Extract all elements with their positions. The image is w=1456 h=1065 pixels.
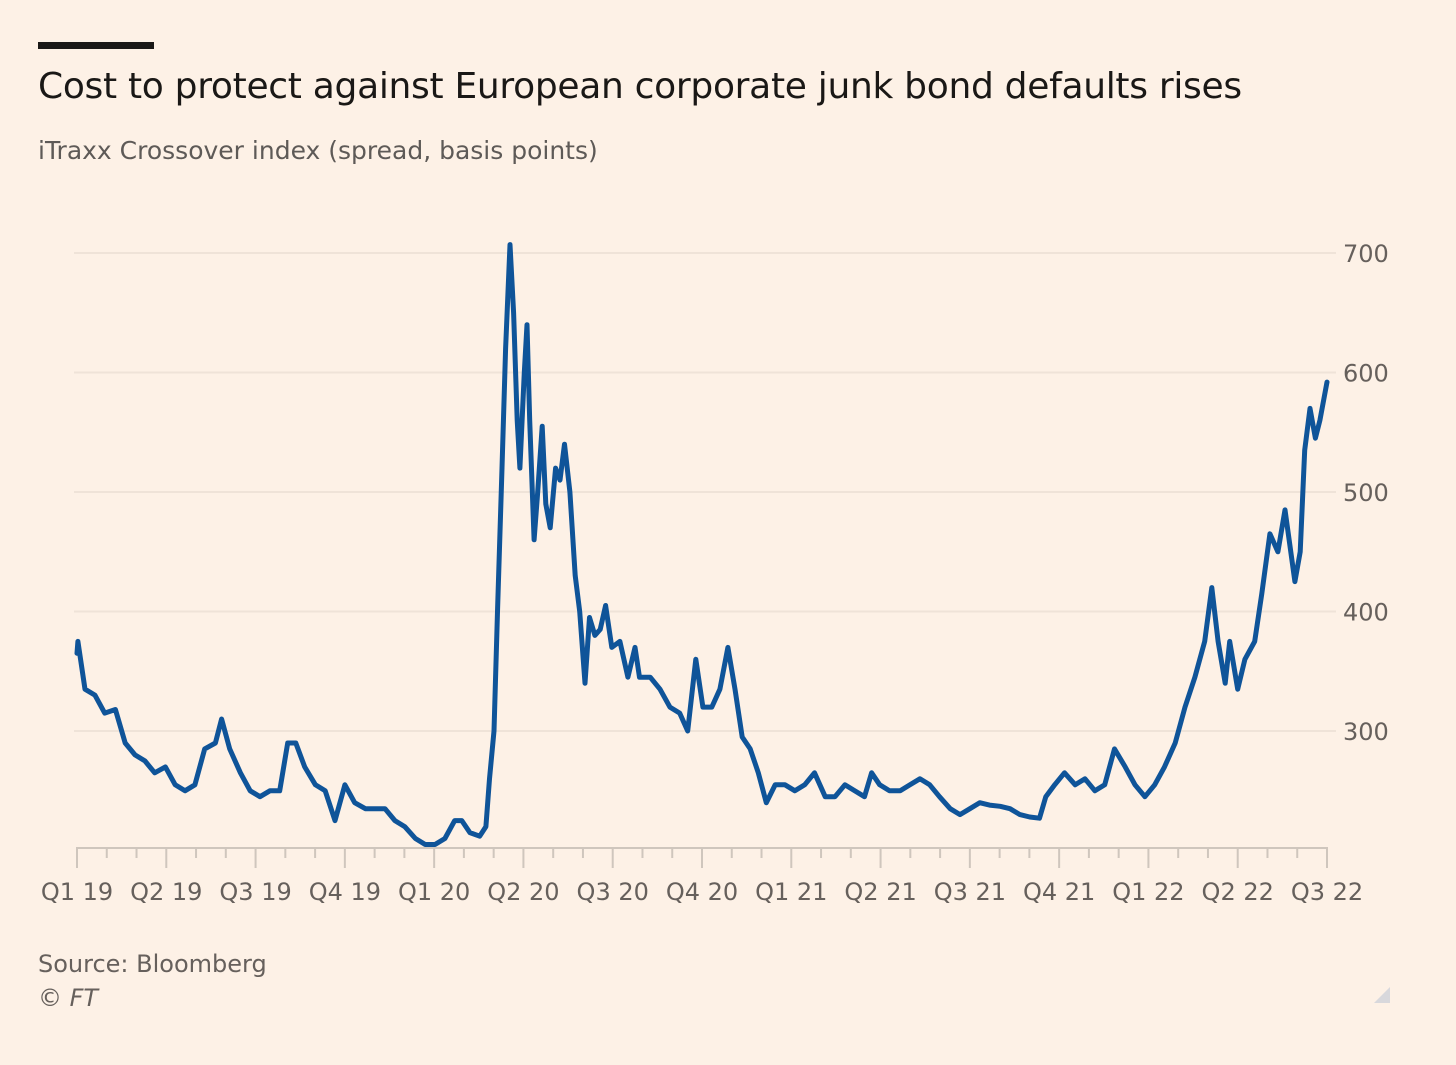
x-tick-label: Q1 21 (755, 878, 827, 906)
x-tick-label: Q3 22 (1291, 878, 1363, 906)
copyright-note: © FT (38, 984, 99, 1012)
x-tick-label: Q1 19 (41, 878, 113, 906)
x-tick-label: Q1 20 (398, 878, 470, 906)
x-tick-label: Q4 21 (1023, 878, 1095, 906)
chart-title: Cost to protect against European corpora… (38, 66, 1242, 107)
source-note: Source: Bloomberg (38, 950, 267, 978)
series-line-itraxx-crossover (74, 242, 1330, 847)
series-layer (74, 242, 1330, 847)
x-tick-label: Q4 20 (666, 878, 738, 906)
y-tick-label: 600 (1343, 360, 1389, 388)
chart-subtitle: iTraxx Crossover index (spread, basis po… (38, 136, 598, 165)
y-axis-labels: 300 400 500 600 700 (1343, 240, 1389, 746)
x-tick-label: Q3 21 (934, 878, 1006, 906)
y-tick-label: 300 (1343, 718, 1389, 746)
x-tick-label: Q1 22 (1112, 878, 1184, 906)
x-tick-label: Q3 19 (219, 878, 291, 906)
x-tick-label: Q2 20 (487, 878, 559, 906)
resize-handle-icon[interactable] (1374, 987, 1390, 1003)
x-axis: Q1 19 Q2 19 Q3 19 Q4 19 Q1 20 Q2 20 Q3 20 Q4 20… (41, 847, 1363, 906)
x-tick-label: Q2 19 (130, 878, 202, 906)
ft-header-bar (38, 42, 154, 49)
y-tick-label: 500 (1343, 479, 1389, 507)
x-tick-label: Q3 20 (577, 878, 649, 906)
x-tick-label: Q2 22 (1202, 878, 1274, 906)
x-tick-label: Q2 21 (844, 878, 916, 906)
y-tick-label: 400 (1343, 599, 1389, 627)
gridlines (74, 252, 1336, 732)
y-tick-label: 700 (1343, 240, 1389, 268)
x-tick-label: Q4 19 (309, 878, 381, 906)
